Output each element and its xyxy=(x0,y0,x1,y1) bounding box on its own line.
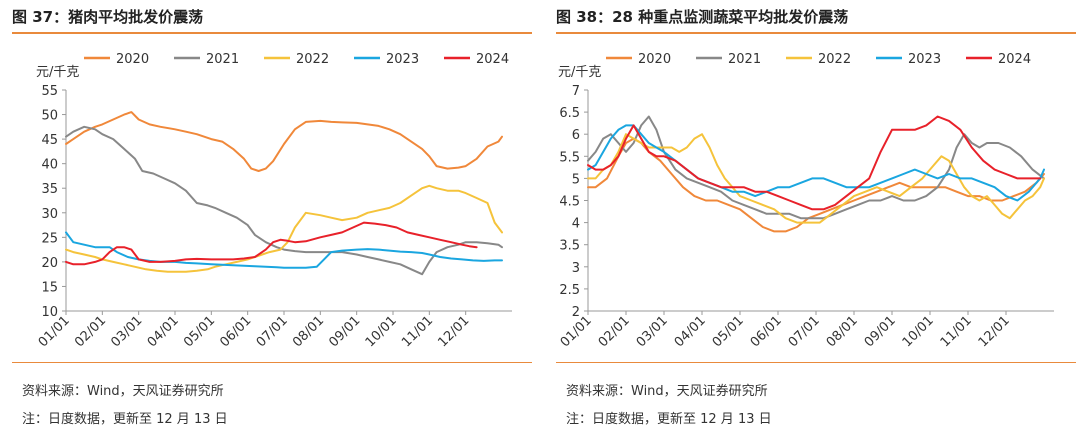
series-line-2023 xyxy=(65,231,503,269)
series-line-2022 xyxy=(587,133,1045,224)
x-tick-label: 08/01 xyxy=(824,313,861,350)
x-tick-label: 09/01 xyxy=(862,313,899,350)
x-tick-label: 10/01 xyxy=(363,313,400,350)
x-tick-label: 12/01 xyxy=(435,313,472,350)
x-tick-label: 02/01 xyxy=(596,313,633,350)
y-tick-label: 40 xyxy=(41,158,58,173)
x-tick-label: 04/01 xyxy=(145,313,182,350)
series-line-2024 xyxy=(65,221,478,266)
y-tick-label: 45 xyxy=(41,133,58,148)
series-line-2022 xyxy=(65,184,503,273)
y-tick-label: 35 xyxy=(41,182,58,197)
series-line-2024 xyxy=(587,115,1042,211)
legend-label: 2023 xyxy=(386,52,419,67)
y-axis-label: 元/千克 xyxy=(558,65,601,80)
y-tick-label: 5.5 xyxy=(559,150,580,165)
legend-label: 2020 xyxy=(638,52,671,67)
y-tick-label: 5 xyxy=(572,172,580,187)
x-tick-label: 09/01 xyxy=(326,313,363,350)
x-tick-label: 04/01 xyxy=(672,313,709,350)
y-tick-label: 4 xyxy=(572,217,580,232)
series-line-2021 xyxy=(587,115,1045,220)
title-divider xyxy=(556,32,1076,34)
y-axis-label: 元/千克 xyxy=(36,65,79,80)
x-tick-label: 02/01 xyxy=(72,313,109,350)
chart-panel-vegetables: 图 38：28 种重点监测蔬菜平均批发价震荡 元/千克 2 2.5 3 3.5 4 4.5 5… xyxy=(556,0,1076,428)
x-tick-label: 10/01 xyxy=(900,313,937,350)
y-tick-label: 25 xyxy=(41,231,58,246)
y-tick-label: 15 xyxy=(41,280,58,295)
y-tick-label: 20 xyxy=(41,256,58,271)
y-tick-label: 6 xyxy=(572,128,580,143)
x-tick-label: 06/01 xyxy=(748,313,785,350)
x-tick-label: 07/01 xyxy=(254,313,291,350)
y-tick-label: 55 xyxy=(41,84,58,99)
x-tick-label: 05/01 xyxy=(710,313,747,350)
x-tick-label: 03/01 xyxy=(634,313,671,350)
legend-label: 2021 xyxy=(206,52,239,67)
footer-divider xyxy=(556,362,1076,363)
y-tick-label: 2.5 xyxy=(559,283,580,298)
footer-divider xyxy=(12,362,532,363)
y-tick-label: 50 xyxy=(41,109,58,124)
chart-panel-pork: 图 37：猪肉平均批发价震荡 元/千克 10 15 20 25 30 35 40 45 50 55 0… xyxy=(12,0,532,428)
y-tick-label: 3 xyxy=(572,261,580,276)
series-line-2023 xyxy=(587,124,1045,202)
y-tick-label: 2 xyxy=(572,305,580,320)
legend-label: 2020 xyxy=(116,52,149,67)
y-tick-label: 6.5 xyxy=(559,106,580,121)
y-tick-label: 4.5 xyxy=(559,195,580,210)
y-tick-label: 10 xyxy=(41,305,58,320)
data-note: 注：日度数据，更新至 12 月 13 日 xyxy=(22,412,228,427)
figure-title: 图 38：28 种重点监测蔬菜平均批发价震荡 xyxy=(556,8,849,26)
legend-label: 2021 xyxy=(728,52,761,67)
x-tick-label: 05/01 xyxy=(181,313,218,350)
y-tick-label: 7 xyxy=(572,84,580,99)
series-line-2020 xyxy=(65,111,503,172)
y-tick-label: 3.5 xyxy=(559,239,580,254)
series-line-2021 xyxy=(65,125,503,276)
legend-label: 2024 xyxy=(998,52,1031,67)
legend-label: 2022 xyxy=(818,52,851,67)
x-tick-label: 06/01 xyxy=(217,313,254,350)
x-tick-label: 07/01 xyxy=(786,313,823,350)
x-tick-label: 11/01 xyxy=(399,313,436,350)
legend-label: 2022 xyxy=(296,52,329,67)
x-tick-label: 12/01 xyxy=(976,313,1013,350)
x-tick-label: 11/01 xyxy=(938,313,975,350)
y-tick-label: 30 xyxy=(41,207,58,222)
x-tick-label: 08/01 xyxy=(290,313,327,350)
legend-label: 2024 xyxy=(476,52,509,67)
title-divider xyxy=(12,32,532,34)
source-note: 资料来源：Wind，天风证券研究所 xyxy=(22,384,224,399)
figure-title: 图 37：猪肉平均批发价震荡 xyxy=(12,8,204,26)
data-note: 注：日度数据，更新至 12 月 13 日 xyxy=(566,412,772,427)
x-tick-label: 03/01 xyxy=(108,313,145,350)
source-note: 资料来源：Wind，天风证券研究所 xyxy=(566,384,768,399)
legend-label: 2023 xyxy=(908,52,941,67)
